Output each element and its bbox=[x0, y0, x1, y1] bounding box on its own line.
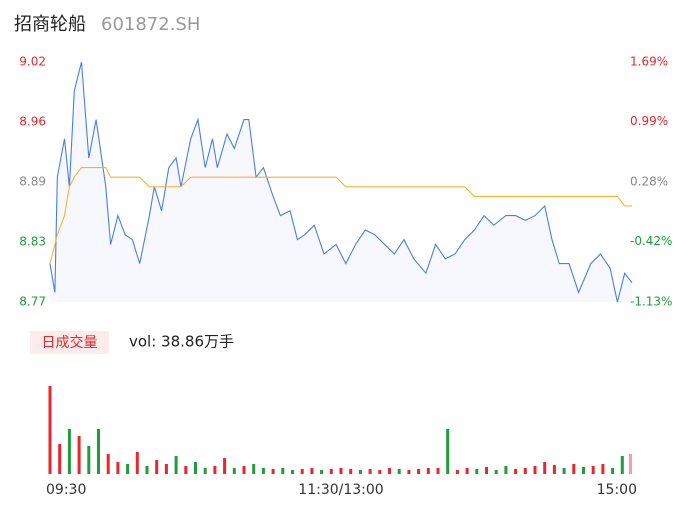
volume-bar bbox=[407, 470, 411, 474]
volume-bar bbox=[358, 470, 362, 474]
volume-bar bbox=[184, 466, 188, 474]
volume-bar bbox=[417, 469, 421, 474]
volume-bar bbox=[629, 454, 632, 474]
volume-bar bbox=[320, 470, 324, 474]
volume-bar bbox=[174, 456, 178, 474]
volume-bar bbox=[349, 469, 353, 474]
volume-bar bbox=[87, 446, 91, 474]
average-line bbox=[49, 167, 632, 264]
volume-bar bbox=[436, 468, 440, 474]
stock-name: 招商轮船 bbox=[14, 14, 86, 35]
volume-bar bbox=[252, 464, 256, 474]
y-tick-label: 8.96 bbox=[19, 115, 46, 129]
volume-bar bbox=[106, 454, 110, 474]
y2-tick-label: -0.42% bbox=[630, 234, 672, 248]
volume-bar bbox=[232, 468, 236, 474]
volume-bar bbox=[213, 466, 217, 474]
volume-bar bbox=[310, 468, 314, 474]
volume-bar bbox=[339, 468, 343, 474]
volume-bar bbox=[281, 468, 285, 474]
volume-bar bbox=[543, 462, 547, 474]
y2-tick-label: 1.69% bbox=[630, 55, 668, 69]
x-tick-label: 11:30/13:00 bbox=[298, 482, 383, 498]
stock-code: 601872.SH bbox=[101, 14, 200, 35]
volume-bar bbox=[611, 468, 615, 474]
volume-bar bbox=[164, 464, 168, 474]
volume-bar bbox=[582, 467, 585, 474]
volume-bar bbox=[203, 468, 207, 474]
y2-tick-label: 0.99% bbox=[630, 114, 668, 128]
price-area bbox=[50, 62, 632, 302]
volume-bar bbox=[523, 468, 527, 474]
volume-bar bbox=[485, 467, 488, 474]
volume-bar bbox=[533, 466, 537, 474]
volume-bar bbox=[291, 470, 294, 474]
volume-bar bbox=[552, 465, 556, 474]
y-tick-label: 9.02 bbox=[19, 55, 46, 69]
volume-bar bbox=[562, 468, 566, 474]
volume-bar bbox=[620, 456, 624, 474]
volume-bar bbox=[329, 469, 333, 474]
volume-bar bbox=[388, 468, 391, 474]
volume-bar bbox=[223, 458, 227, 474]
y-tick-label: 8.83 bbox=[19, 235, 46, 249]
volume-bar bbox=[58, 444, 62, 474]
volume-bar bbox=[77, 436, 81, 474]
volume-bar bbox=[300, 469, 304, 474]
volume-bar bbox=[368, 469, 372, 474]
volume-bar bbox=[455, 470, 459, 474]
volume-bar bbox=[242, 466, 246, 474]
volume-bar bbox=[261, 468, 265, 474]
volume-bar bbox=[446, 429, 450, 474]
volume-bar bbox=[426, 468, 430, 474]
volume-bar bbox=[601, 464, 605, 474]
volume-bar bbox=[514, 469, 518, 474]
y-tick-label: 8.89 bbox=[19, 175, 46, 189]
volume-tag-bg bbox=[30, 331, 109, 354]
volume-bar bbox=[572, 464, 576, 474]
y-tick-label: 8.77 bbox=[19, 295, 46, 309]
volume-bar bbox=[591, 466, 595, 474]
volume-bar bbox=[155, 460, 159, 474]
volume-bar bbox=[67, 429, 71, 474]
price-line bbox=[49, 61, 633, 303]
volume-total: vol: 38.86万手 bbox=[129, 333, 234, 351]
volume-bar bbox=[194, 462, 197, 474]
volume-bar bbox=[145, 466, 149, 474]
volume-bar bbox=[271, 469, 275, 474]
x-tick-label: 09:30 bbox=[46, 482, 86, 498]
y2-tick-label: 0.28% bbox=[630, 175, 668, 189]
volume-bar bbox=[97, 429, 100, 474]
x-tick-label: 15:00 bbox=[597, 482, 637, 498]
volume-bar bbox=[504, 466, 508, 474]
volume-bar bbox=[465, 468, 469, 474]
volume-bar bbox=[494, 470, 498, 474]
volume-bar bbox=[475, 469, 479, 474]
volume-bar bbox=[116, 462, 120, 474]
volume-bar bbox=[135, 452, 139, 474]
volume-bar bbox=[48, 386, 52, 474]
volume-tag: 日成交量 bbox=[42, 334, 98, 351]
volume-bar bbox=[126, 464, 130, 474]
volume-bar bbox=[378, 470, 382, 474]
y2-tick-label: -1.13% bbox=[630, 295, 672, 309]
volume-bar bbox=[397, 469, 401, 474]
